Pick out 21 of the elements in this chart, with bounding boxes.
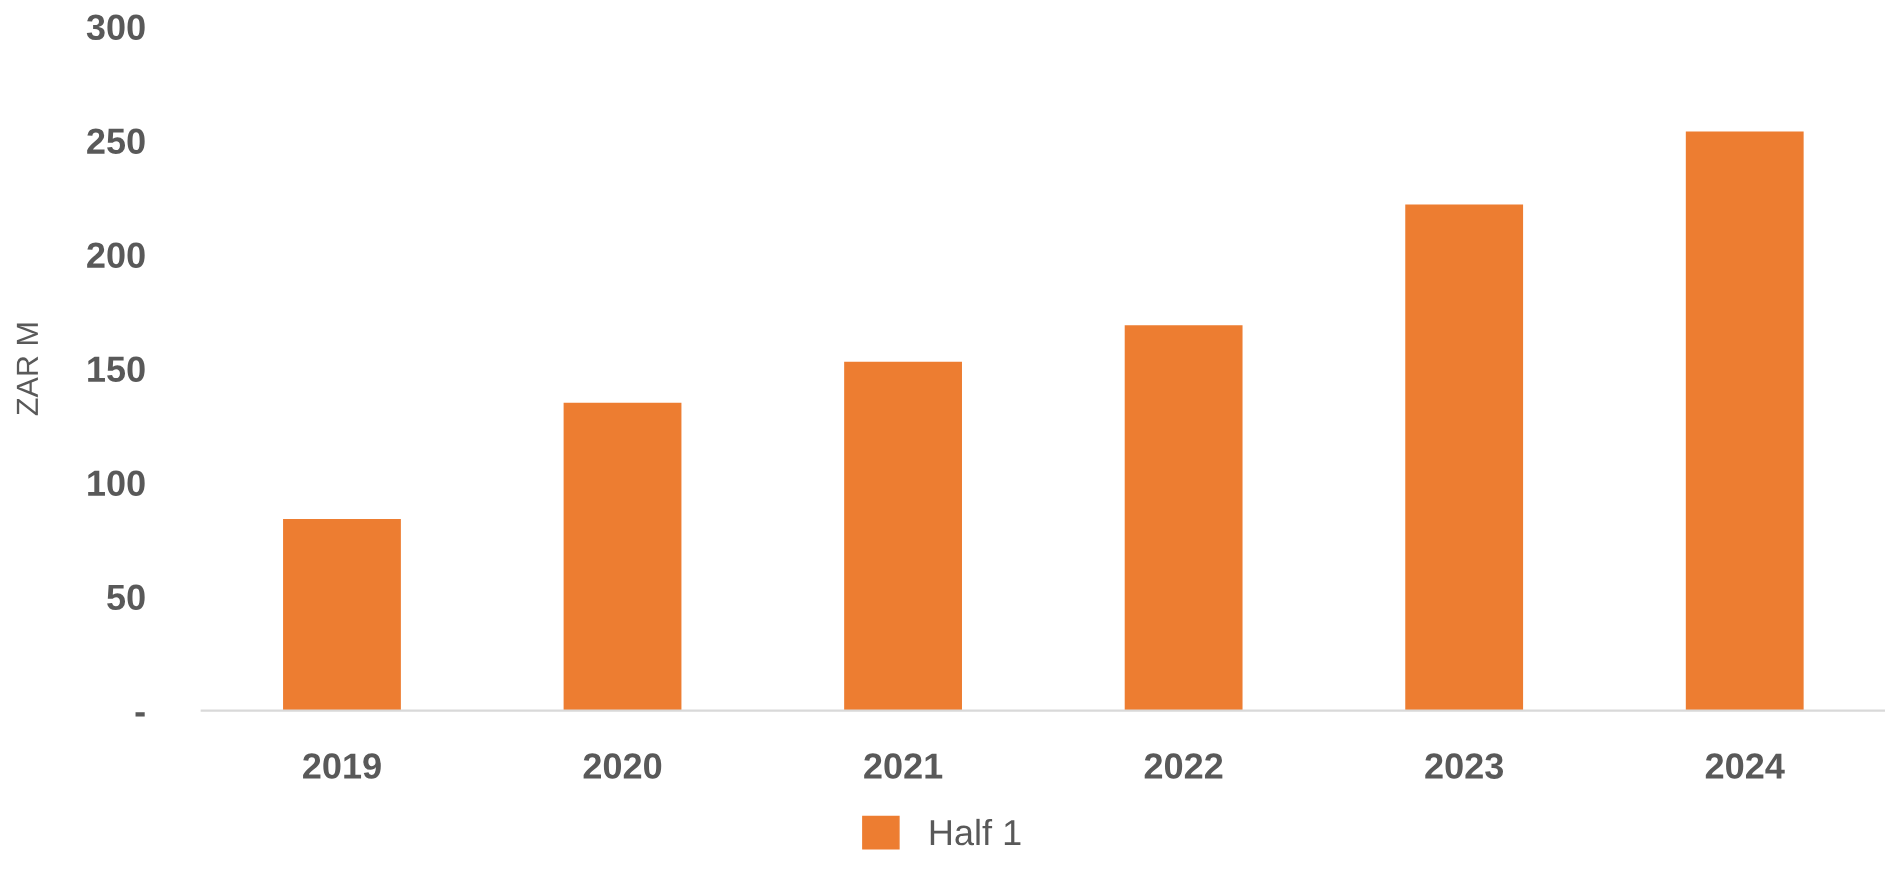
legend-label: Half 1 xyxy=(930,818,1021,846)
y-axis-title: ZAR M xyxy=(16,323,38,416)
x-tick-label: 2019 xyxy=(303,753,381,779)
x-tick-label: 2024 xyxy=(1705,753,1785,779)
bar xyxy=(283,519,401,711)
bar xyxy=(1124,325,1243,711)
x-tick-label: 2020 xyxy=(583,753,662,779)
bar xyxy=(563,402,682,711)
y-tick-label: 100 xyxy=(88,470,145,497)
y-tick-label: 50 xyxy=(107,584,145,611)
x-tick-label: 2022 xyxy=(1144,753,1223,779)
x-tick-label: 2023 xyxy=(1425,753,1504,779)
y-tick-label: 150 xyxy=(88,356,145,383)
y-tick-label: 300 xyxy=(86,14,145,41)
y-tick-label: 200 xyxy=(87,242,145,269)
bar xyxy=(1405,204,1524,711)
bar xyxy=(1685,131,1804,711)
y-tick-label: 250 xyxy=(87,128,145,155)
bar xyxy=(844,361,962,711)
y-tick-label: - xyxy=(135,712,145,717)
x-tick-label: 2021 xyxy=(864,753,943,779)
